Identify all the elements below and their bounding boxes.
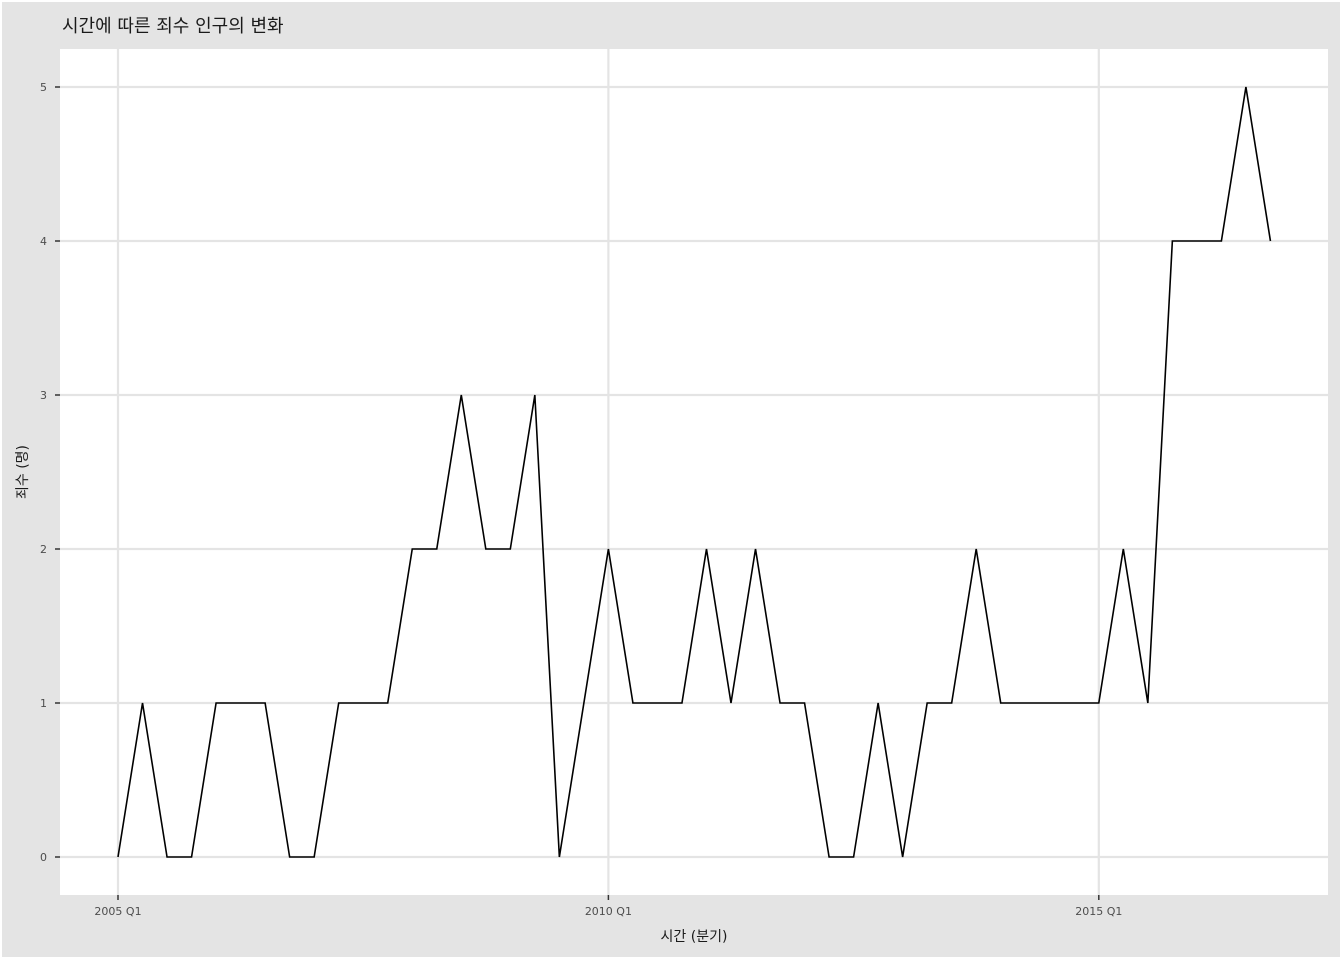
series-line <box>117 86 1272 858</box>
y-tick-label: 3 <box>40 389 47 402</box>
x-tick-label: 2005 Q1 <box>94 905 141 918</box>
y-tick-label: 0 <box>40 851 47 864</box>
y-tick-label: 4 <box>40 235 47 248</box>
x-tick-label: 2015 Q1 <box>1075 905 1122 918</box>
plot-panel <box>60 49 1328 895</box>
y-tick-label: 5 <box>40 81 47 94</box>
chart-title: 시간에 따른 죄수 인구의 변화 <box>62 16 284 37</box>
y-axis-title: 죄수 (명) <box>15 445 31 499</box>
x-axis-title: 시간 (분기) <box>661 929 728 945</box>
y-tick-label: 2 <box>40 543 47 556</box>
y-tick-label: 1 <box>40 697 47 710</box>
x-tick-label: 2010 Q1 <box>585 905 632 918</box>
